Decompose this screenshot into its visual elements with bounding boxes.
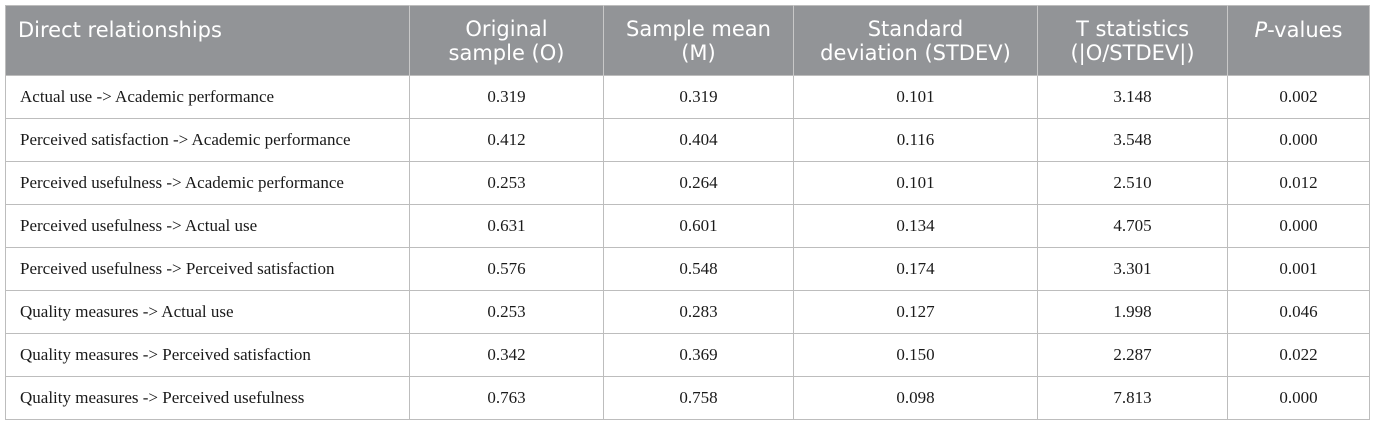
original-sample-cell: 0.576 (409, 247, 604, 291)
t-statistic-cell: 4.705 (1037, 204, 1228, 248)
header-standard-deviation: Standard deviation (STDEV) (793, 5, 1038, 76)
table-row: Perceived satisfaction -> Academic perfo… (5, 118, 1370, 162)
header-label-line1: Sample mean (626, 16, 771, 41)
t-statistic-cell: 3.548 (1037, 118, 1228, 162)
sample-mean-cell: 0.758 (603, 376, 794, 420)
header-label: Direct relationships (18, 18, 222, 42)
table-row: Quality measures -> Perceived satisfacti… (5, 333, 1370, 377)
t-statistic-cell: 3.148 (1037, 75, 1228, 119)
std-dev-cell: 0.134 (793, 204, 1038, 248)
table-row: Perceived usefulness -> Perceived satisf… (5, 247, 1370, 291)
std-dev-cell: 0.127 (793, 290, 1038, 334)
p-value-cell: 0.022 (1227, 333, 1370, 377)
relationship-cell: Perceived usefulness -> Actual use (5, 204, 410, 248)
p-value-cell: 0.012 (1227, 161, 1370, 205)
relationship-cell: Quality measures -> Perceived satisfacti… (5, 333, 410, 377)
std-dev-cell: 0.101 (793, 161, 1038, 205)
header-p-italic: P (1254, 18, 1268, 42)
header-direct-relationships: Direct relationships (5, 5, 410, 76)
header-label-line1: Original (465, 16, 548, 41)
original-sample-cell: 0.253 (409, 290, 604, 334)
relationship-cell: Quality measures -> Actual use (5, 290, 410, 334)
p-value-cell: 0.046 (1227, 290, 1370, 334)
header-label-line2: sample (O) (448, 40, 565, 65)
header-row: Direct relationships Original sample (O)… (5, 5, 1370, 76)
table-row: Perceived usefulness -> Actual use 0.631 0… (5, 204, 1370, 248)
direct-relationships-table: Direct relationships Original sample (O)… (5, 5, 1370, 420)
std-dev-cell: 0.150 (793, 333, 1038, 377)
header-sample-mean: Sample mean (M) (603, 5, 794, 76)
p-value-cell: 0.002 (1227, 75, 1370, 119)
header-label-line2: (|O/STDEV|) (1070, 40, 1195, 65)
p-value-cell: 0.000 (1227, 118, 1370, 162)
results-table-container: Direct relationships Original sample (O)… (5, 5, 1370, 420)
header-label-line2: deviation (STDEV) (820, 40, 1011, 65)
sample-mean-cell: 0.548 (603, 247, 794, 291)
original-sample-cell: 0.342 (409, 333, 604, 377)
sample-mean-cell: 0.369 (603, 333, 794, 377)
relationship-cell: Perceived usefulness -> Academic perform… (5, 161, 410, 205)
table-row: Quality measures -> Perceived usefulness… (5, 376, 1370, 420)
header-label-line1: Standard (867, 16, 964, 41)
t-statistic-cell: 2.287 (1037, 333, 1228, 377)
sample-mean-cell: 0.264 (603, 161, 794, 205)
header-t-statistics: T statistics (|O/STDEV|) (1037, 5, 1228, 76)
original-sample-cell: 0.253 (409, 161, 604, 205)
sample-mean-cell: 0.283 (603, 290, 794, 334)
p-value-cell: 0.000 (1227, 204, 1370, 248)
p-value-cell: 0.001 (1227, 247, 1370, 291)
relationship-cell: Actual use -> Academic performance (5, 75, 410, 119)
header-label-line1: T statistics (1075, 16, 1190, 41)
header-p-rest: -values (1267, 18, 1343, 42)
std-dev-cell: 0.116 (793, 118, 1038, 162)
std-dev-cell: 0.174 (793, 247, 1038, 291)
t-statistic-cell: 3.301 (1037, 247, 1228, 291)
t-statistic-cell: 2.510 (1037, 161, 1228, 205)
relationship-cell: Perceived satisfaction -> Academic perfo… (5, 118, 410, 162)
sample-mean-cell: 0.319 (603, 75, 794, 119)
table-row: Actual use -> Academic performance 0.319 0… (5, 75, 1370, 119)
header-original-sample: Original sample (O) (409, 5, 604, 76)
sample-mean-cell: 0.404 (603, 118, 794, 162)
original-sample-cell: 0.412 (409, 118, 604, 162)
sample-mean-cell: 0.601 (603, 204, 794, 248)
original-sample-cell: 0.319 (409, 75, 604, 119)
std-dev-cell: 0.101 (793, 75, 1038, 119)
original-sample-cell: 0.631 (409, 204, 604, 248)
t-statistic-cell: 1.998 (1037, 290, 1228, 334)
std-dev-cell: 0.098 (793, 376, 1038, 420)
header-p-values: P-values (1227, 5, 1370, 76)
p-value-cell: 0.000 (1227, 376, 1370, 420)
header-label-line2: (M) (681, 40, 716, 65)
relationship-cell: Quality measures -> Perceived usefulness (5, 376, 410, 420)
table-body: Actual use -> Academic performance 0.319 0… (5, 75, 1370, 420)
relationship-cell: Perceived usefulness -> Perceived satisf… (5, 247, 410, 291)
table-row: Perceived usefulness -> Academic perform… (5, 161, 1370, 205)
t-statistic-cell: 7.813 (1037, 376, 1228, 420)
table-row: Quality measures -> Actual use 0.253 0.283… (5, 290, 1370, 334)
original-sample-cell: 0.763 (409, 376, 604, 420)
